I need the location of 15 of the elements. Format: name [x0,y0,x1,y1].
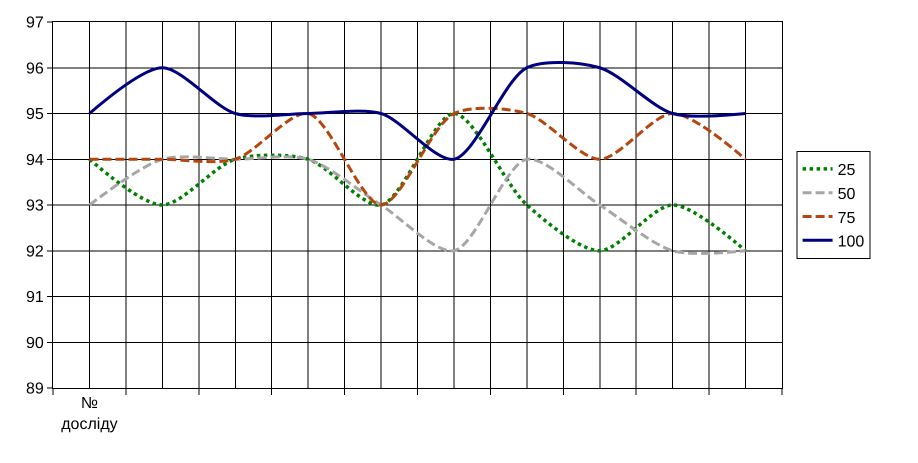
y-tick-label: 97 [26,14,44,32]
y-tick-label: 95 [26,106,44,124]
y-tick-label: 94 [26,152,44,169]
y-tick-label: 89 [26,380,44,398]
legend-label: 25 [838,162,856,180]
y-tick-label: 90 [26,334,44,352]
legend-label: 75 [838,210,856,227]
y-tick-label: 93 [26,198,44,215]
legend-label: 100 [838,234,864,251]
legend-label: 50 [838,186,856,203]
y-tick-label: 96 [26,60,44,78]
y-tick-label: 92 [26,243,44,260]
y-tick-label: 91 [26,289,44,306]
x-tick-label: № досліду [61,395,118,433]
line-series [88,112,748,252]
